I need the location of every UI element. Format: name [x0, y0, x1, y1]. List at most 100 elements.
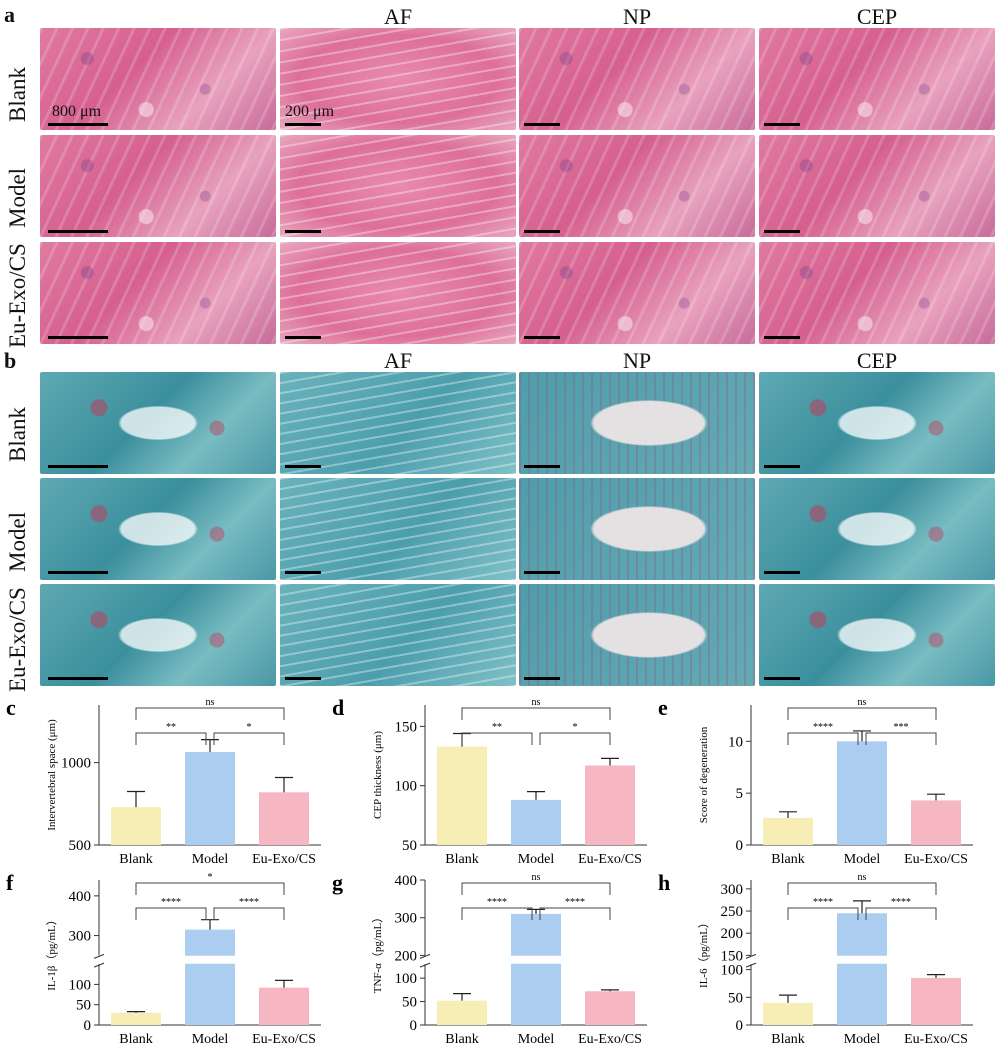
bar-blank — [763, 818, 813, 845]
bar-break-gap — [836, 955, 888, 964]
x-tick-label: Blank — [771, 1032, 804, 1047]
significance-label: ns — [532, 872, 541, 883]
y-tick-label: 250 — [721, 904, 744, 920]
scale-bar — [524, 571, 560, 574]
mt-euexo-overview — [40, 584, 276, 686]
mt-euexo-np — [519, 584, 755, 686]
scale-bar — [285, 465, 321, 468]
scale-bar — [524, 230, 560, 233]
scale-bar — [764, 123, 800, 126]
scale-bar — [285, 677, 321, 680]
x-tick-label: Eu-Exo/CS — [578, 1032, 642, 1047]
scale-bar — [524, 677, 560, 680]
scale-bar — [764, 465, 800, 468]
x-tick-label: Blank — [119, 1032, 152, 1047]
panel-a-col-af: AF — [383, 4, 413, 29]
significance-label: **** — [891, 897, 911, 908]
mt-model-overview — [40, 478, 276, 580]
mt-euexo-cep — [759, 584, 995, 686]
y-axis-label: IL-1β（pg/mL） — [45, 914, 58, 990]
significance-bracket — [865, 907, 937, 920]
significance-label: **** — [565, 897, 585, 908]
bar-model — [511, 799, 561, 845]
y-tick-label: 1000 — [61, 756, 91, 772]
y-tick-label: 0 — [410, 1018, 418, 1034]
y-axis-label: Score of degeneration — [698, 726, 710, 823]
he-euexo-cep — [759, 242, 995, 344]
significance-bracket — [135, 907, 207, 920]
x-tick-label: Model — [518, 852, 555, 867]
panel-b-label: b — [4, 348, 17, 373]
significance-bracket — [787, 732, 859, 745]
panel-a-label: a — [4, 2, 15, 27]
he-euexo-np — [519, 242, 755, 344]
x-tick-label: Model — [192, 852, 229, 867]
y-tick-label: 300 — [721, 882, 744, 898]
significance-bracket — [461, 907, 533, 920]
mt-model-np — [519, 478, 755, 580]
mt-blank-af — [280, 372, 516, 474]
y-axis-label: TNF-α（pg/mL） — [371, 912, 384, 994]
he-model-overview — [40, 135, 276, 237]
panel-a-row-euexo: Eu-Exo/CS — [5, 243, 30, 348]
scale-bar — [764, 230, 800, 233]
y-tick-label: 150 — [721, 948, 744, 964]
y-axis-label: Intervertebral space (μm) — [46, 719, 58, 831]
axis-break-mark — [419, 953, 431, 959]
x-tick-label: Model — [192, 1032, 229, 1047]
axis-break-mark — [745, 953, 757, 959]
significance-bracket — [135, 882, 285, 895]
y-tick-label: 0 — [736, 1018, 744, 1034]
y-tick-label: 50 — [728, 990, 743, 1006]
scale-bar — [764, 677, 800, 680]
significance-bracket — [135, 732, 207, 745]
bar-blank — [437, 746, 487, 845]
he-model-cep — [759, 135, 995, 237]
x-tick-label: Blank — [445, 852, 478, 867]
axis-break-mark — [93, 962, 105, 968]
mt-blank-cep — [759, 372, 995, 474]
bar-blank — [437, 1000, 487, 1025]
significance-bracket — [787, 882, 937, 895]
panel-d-label: d — [332, 695, 344, 720]
he-euexo-af — [280, 242, 516, 344]
y-tick-label: 400 — [69, 889, 92, 905]
significance-label: ** — [492, 722, 502, 733]
x-tick-label: Model — [518, 1032, 555, 1047]
significance-label: * — [573, 722, 578, 733]
y-tick-label: 50 — [402, 995, 417, 1011]
mt-euexo-af — [280, 584, 516, 686]
significance-label: * — [247, 722, 252, 733]
significance-label: *** — [894, 722, 909, 733]
axis-break-mark — [745, 962, 757, 968]
x-tick-label: Eu-Exo/CS — [578, 852, 642, 867]
significance-label: **** — [161, 897, 181, 908]
panel-b-row-blank: Blank — [5, 407, 30, 462]
x-tick-label: Eu-Exo/CS — [904, 852, 968, 867]
panel-b-col-af: AF — [383, 348, 413, 373]
y-tick-label: 150 — [395, 719, 418, 735]
panel-a-row-model: Model — [5, 167, 30, 228]
y-tick-label: 100 — [69, 977, 92, 993]
significance-label: **** — [239, 897, 259, 908]
he-blank-af — [280, 28, 516, 130]
y-tick-label: 5 — [736, 786, 744, 802]
x-tick-label: Blank — [445, 1032, 478, 1047]
scale-bar — [48, 336, 108, 339]
panel-b-col-cep: CEP — [856, 348, 898, 373]
significance-bracket — [787, 907, 859, 920]
axis-break-mark — [419, 962, 431, 968]
bar-euexocs — [911, 800, 961, 845]
mt-model-af — [280, 478, 516, 580]
he-blank-overview — [40, 28, 276, 130]
x-tick-label: Eu-Exo/CS — [904, 1032, 968, 1047]
bar-euexocs — [911, 977, 961, 1025]
significance-label: **** — [487, 897, 507, 908]
significance-label: **** — [813, 897, 833, 908]
scale-bar — [524, 123, 560, 126]
x-tick-label: Blank — [771, 852, 804, 867]
significance-bracket — [787, 707, 937, 720]
scale-bar — [48, 230, 108, 233]
mt-blank-overview — [40, 372, 276, 474]
panel-b-row-euexo: Eu-Exo/CS — [5, 587, 30, 692]
